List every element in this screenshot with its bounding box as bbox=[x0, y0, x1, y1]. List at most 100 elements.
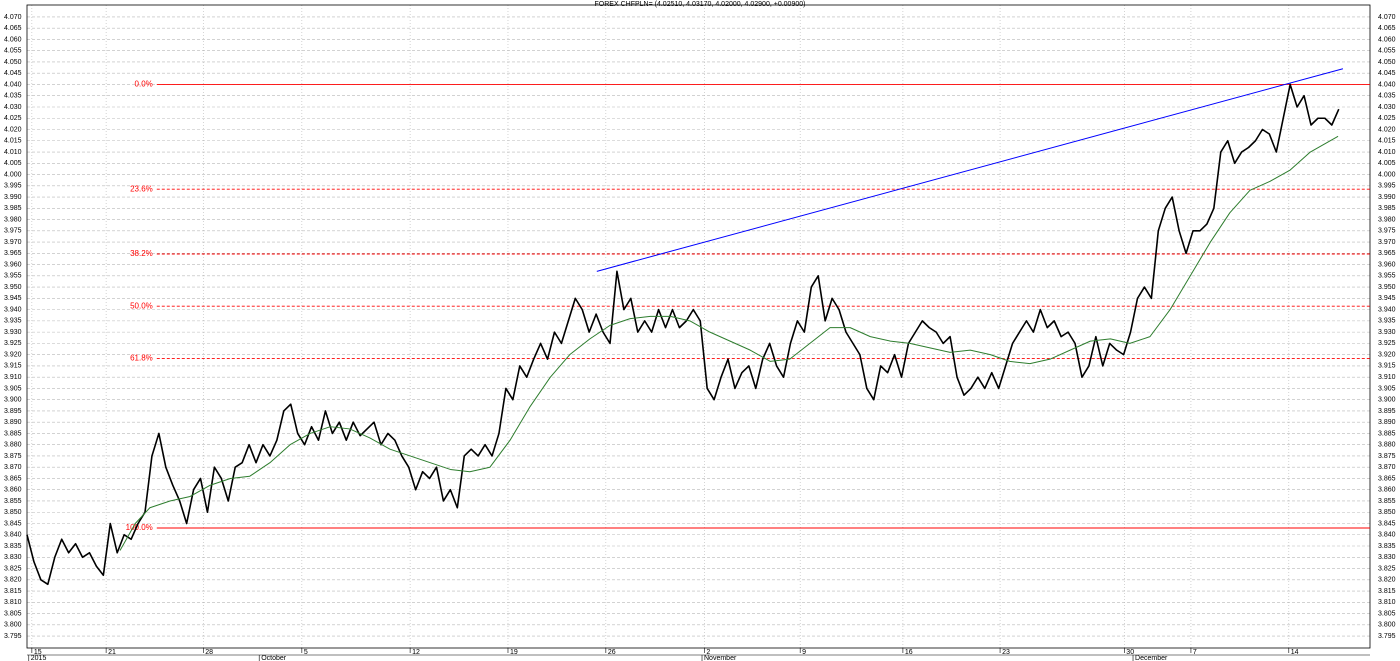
y-tick-label: 3.940 bbox=[1378, 306, 1396, 313]
y-tick-label: 3.970 bbox=[4, 239, 22, 246]
y-tick-label: 4.050 bbox=[4, 59, 22, 66]
y-tick-label: 4.015 bbox=[1378, 138, 1396, 145]
x-tick-label: 9 bbox=[802, 649, 806, 656]
y-tick-label: 3.960 bbox=[1378, 261, 1396, 268]
y-tick-label: 3.830 bbox=[4, 554, 22, 561]
y-tick-label: 3.950 bbox=[4, 284, 22, 291]
fib-label: 100.0% bbox=[126, 523, 153, 532]
y-tick-label: 3.900 bbox=[4, 397, 22, 404]
y-tick-label: 4.040 bbox=[1378, 81, 1396, 88]
y-tick-label: 3.935 bbox=[4, 318, 22, 325]
y-tick-label: 3.945 bbox=[4, 295, 22, 302]
y-tick-label: 3.925 bbox=[4, 340, 22, 347]
y-tick-label: 4.035 bbox=[4, 93, 22, 100]
y-tick-label: 3.875 bbox=[1378, 453, 1396, 460]
y-tick-label: 3.960 bbox=[4, 261, 22, 268]
y-tick-label: 4.030 bbox=[1378, 104, 1396, 111]
y-tick-label: 3.885 bbox=[1378, 430, 1396, 437]
y-tick-label: 4.045 bbox=[1378, 70, 1396, 77]
y-tick-label: 3.895 bbox=[1378, 408, 1396, 415]
y-tick-label: 3.830 bbox=[1378, 554, 1396, 561]
y-tick-label: 3.945 bbox=[1378, 295, 1396, 302]
y-tick-label: 3.965 bbox=[1378, 250, 1396, 257]
plot-frame bbox=[26, 4, 1371, 649]
x-tick-label: 26 bbox=[608, 649, 616, 656]
y-tick-label: 3.935 bbox=[1378, 318, 1396, 325]
y-tick-label: 4.050 bbox=[1378, 59, 1396, 66]
y-tick-label: 3.840 bbox=[4, 532, 22, 539]
y-tick-label: 4.040 bbox=[4, 81, 22, 88]
y-tick-label: 3.915 bbox=[1378, 363, 1396, 370]
y-tick-label: 4.010 bbox=[1378, 149, 1396, 156]
y-tick-label: 3.810 bbox=[1378, 599, 1396, 606]
y-tick-label: 4.055 bbox=[1378, 48, 1396, 55]
fib-label: 61.8% bbox=[130, 354, 153, 363]
y-tick-label: 3.980 bbox=[1378, 216, 1396, 223]
y-tick-label: 3.800 bbox=[1378, 622, 1396, 629]
y-tick-label: 4.070 bbox=[4, 14, 22, 21]
x-tick-label: 30 bbox=[1126, 649, 1134, 656]
y-tick-label: 4.025 bbox=[4, 115, 22, 122]
y-tick-label: 3.825 bbox=[1378, 565, 1396, 572]
y-tick-label: 3.930 bbox=[4, 329, 22, 336]
y-tick-label: 3.910 bbox=[1378, 374, 1396, 381]
price-line bbox=[26, 83, 1340, 586]
y-tick-label: 3.850 bbox=[4, 509, 22, 516]
y-tick-label: 3.920 bbox=[4, 351, 22, 358]
y-tick-label: 4.060 bbox=[4, 36, 22, 43]
y-tick-label: 4.030 bbox=[4, 104, 22, 111]
y-tick-label: 3.955 bbox=[1378, 273, 1396, 280]
y-tick-label: 4.015 bbox=[4, 138, 22, 145]
y-tick-label: 3.955 bbox=[4, 273, 22, 280]
y-tick-label: 3.915 bbox=[4, 363, 22, 370]
x-tick-label: 15 bbox=[34, 649, 42, 656]
y-tick-label: 3.850 bbox=[1378, 509, 1396, 516]
fib-label: 50.0% bbox=[130, 301, 153, 310]
y-tick-label: 3.855 bbox=[4, 498, 22, 505]
y-tick-label: 3.840 bbox=[1378, 532, 1396, 539]
y-tick-label: 3.865 bbox=[4, 475, 22, 482]
y-tick-label: 3.985 bbox=[1378, 205, 1396, 212]
y-tick-label: 3.895 bbox=[4, 408, 22, 415]
x-tick-label: 2 bbox=[706, 649, 710, 656]
y-tick-label: 3.970 bbox=[1378, 239, 1396, 246]
y-tick-label: 3.925 bbox=[1378, 340, 1396, 347]
y-tick-label: 3.965 bbox=[4, 250, 22, 257]
y-tick-label: 4.035 bbox=[1378, 93, 1396, 100]
trend-line bbox=[596, 68, 1344, 272]
y-tick-label: 3.820 bbox=[4, 577, 22, 584]
x-tick-label: 12 bbox=[412, 649, 420, 656]
x-tick-label: 16 bbox=[905, 649, 913, 656]
x-tick-label: 7 bbox=[1193, 649, 1197, 656]
y-tick-label: 4.065 bbox=[4, 25, 22, 32]
y-tick-label: 3.990 bbox=[1378, 194, 1396, 201]
y-tick-label: 3.845 bbox=[1378, 520, 1396, 527]
y-tick-label: 3.870 bbox=[4, 464, 22, 471]
x-tick-label: 19 bbox=[510, 649, 518, 656]
y-tick-label: 3.860 bbox=[4, 487, 22, 494]
month-label: December bbox=[1135, 655, 1168, 661]
y-tick-label: 3.930 bbox=[1378, 329, 1396, 336]
y-tick-label: 3.855 bbox=[1378, 498, 1396, 505]
y-tick-label: 3.835 bbox=[1378, 543, 1396, 550]
y-tick-label: 3.845 bbox=[4, 520, 22, 527]
y-tick-label: 3.890 bbox=[1378, 419, 1396, 426]
y-tick-label: 3.940 bbox=[4, 306, 22, 313]
fib-label: 0.0% bbox=[135, 80, 153, 89]
y-tick-label: 4.020 bbox=[1378, 126, 1396, 133]
y-tick-label: 3.975 bbox=[1378, 228, 1396, 235]
y-tick-label: 3.920 bbox=[1378, 351, 1396, 358]
y-tick-label: 4.020 bbox=[4, 126, 22, 133]
y-tick-label: 3.795 bbox=[1378, 633, 1396, 640]
y-tick-label: 3.805 bbox=[4, 610, 22, 617]
y-tick-label: 3.880 bbox=[1378, 442, 1396, 449]
y-tick-label: 3.865 bbox=[1378, 475, 1396, 482]
y-tick-label: 4.025 bbox=[1378, 115, 1396, 122]
y-tick-label: 3.950 bbox=[1378, 284, 1396, 291]
y-tick-label: 3.875 bbox=[4, 453, 22, 460]
y-tick-label: 3.815 bbox=[1378, 588, 1396, 595]
month-label: November bbox=[704, 655, 737, 661]
y-tick-label: 3.795 bbox=[4, 633, 22, 640]
y-tick-label: 4.005 bbox=[4, 160, 22, 167]
